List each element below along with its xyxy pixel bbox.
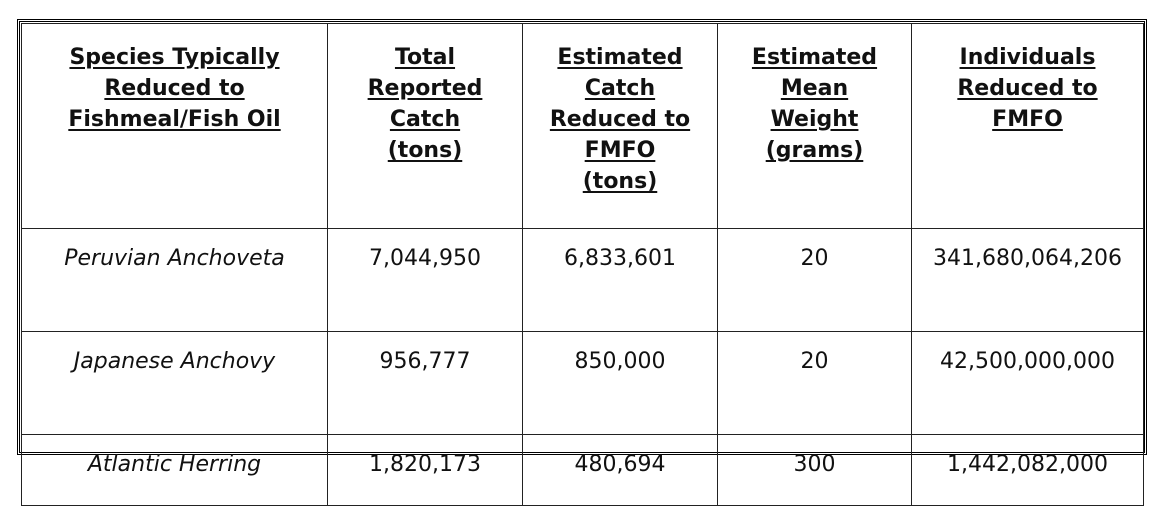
header-row: Species Typically Reduced to Fishmeal/Fish… [21,23,1144,229]
header-line: (grams) [765,138,864,163]
header-line: Reduced to [549,107,691,132]
table-row: Peruvian Anchoveta 7,044,950 6,833,601 20 34… [21,228,1144,332]
value-cell: 1,820,173 [327,434,523,506]
header-line: Individuals [959,45,1096,70]
header-cell: Total Reported Catch (tons) [327,23,523,229]
header-line: Reduced to [104,76,245,101]
header-line: Species Typically [69,45,280,70]
header-line: Fishmeal/Fish Oil [68,107,281,132]
value-cell: 956,777 [327,331,523,435]
table-body: Peruvian Anchoveta 7,044,950 6,833,601 20 34… [21,228,1144,506]
header-line: Catch [584,76,656,101]
species-cell: Atlantic Herring [21,434,328,506]
header-cell: Individuals Reduced to FMFO [911,23,1144,229]
header-line: (tons) [582,169,658,194]
header-line: Estimated [557,45,683,70]
value-cell: 1,442,082,000 [911,434,1144,506]
value-cell: 20 [717,228,912,332]
header-line: Reported [367,76,483,101]
header-line: (tons) [387,138,463,163]
header-line: Reduced to [957,76,1098,101]
table-frame: Species Typically Reduced to Fishmeal/Fish… [17,19,1147,506]
header-line: Catch [389,107,461,132]
value-cell: 20 [717,331,912,435]
header-line: Weight [770,107,859,132]
table-row: Atlantic Herring 1,820,173 480,694 300 1,442… [21,434,1144,506]
header-line: Mean [780,76,849,101]
header-line: FMFO [992,107,1063,132]
value-cell: 7,044,950 [327,228,523,332]
value-cell: 341,680,064,206 [911,228,1144,332]
value-cell: 300 [717,434,912,506]
header-line: Estimated [751,45,878,70]
species-cell: Japanese Anchovy [21,331,328,435]
value-cell: 480,694 [522,434,718,506]
value-cell: 6,833,601 [522,228,718,332]
header-line: FMFO [584,138,656,163]
header-cell: Estimated Mean Weight (grams) [717,23,912,229]
header-cell: Estimated Catch Reduced to FMFO (tons) [522,23,718,229]
table: Species Typically Reduced to Fishmeal/Fish… [21,23,1144,506]
table-row: Japanese Anchovy 956,777 850,000 20 42,500,0… [21,331,1144,435]
page: {"table": { "header": [ ["Species Typica… [17,19,1147,506]
value-cell: 850,000 [522,331,718,435]
header-line: Total [394,45,456,70]
species-cell: Peruvian Anchoveta [21,228,328,332]
value-cell: 42,500,000,000 [911,331,1144,435]
header-cell: Species Typically Reduced to Fishmeal/Fish… [21,23,328,229]
